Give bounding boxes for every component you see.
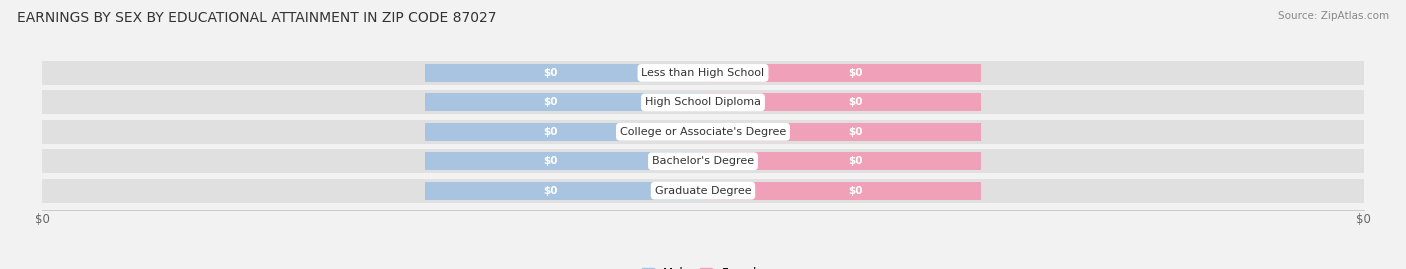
Bar xyxy=(426,123,703,141)
Bar xyxy=(42,90,1364,114)
Bar xyxy=(42,179,1364,203)
Bar xyxy=(426,182,703,200)
Bar xyxy=(426,64,703,82)
Text: $0: $0 xyxy=(848,68,863,78)
Bar xyxy=(703,152,980,170)
Text: $0: $0 xyxy=(848,156,863,166)
Bar xyxy=(703,64,980,82)
Text: Less than High School: Less than High School xyxy=(641,68,765,78)
Text: $0: $0 xyxy=(543,68,558,78)
Text: $0: $0 xyxy=(848,127,863,137)
Text: Bachelor's Degree: Bachelor's Degree xyxy=(652,156,754,166)
Bar xyxy=(703,93,980,111)
Bar xyxy=(42,61,1364,85)
Bar xyxy=(703,182,980,200)
Text: $0: $0 xyxy=(848,186,863,196)
Bar xyxy=(42,149,1364,173)
Text: Graduate Degree: Graduate Degree xyxy=(655,186,751,196)
Text: High School Diploma: High School Diploma xyxy=(645,97,761,107)
Text: $0: $0 xyxy=(543,156,558,166)
Text: EARNINGS BY SEX BY EDUCATIONAL ATTAINMENT IN ZIP CODE 87027: EARNINGS BY SEX BY EDUCATIONAL ATTAINMEN… xyxy=(17,11,496,25)
Text: $0: $0 xyxy=(848,97,863,107)
Text: Source: ZipAtlas.com: Source: ZipAtlas.com xyxy=(1278,11,1389,21)
Text: $0: $0 xyxy=(543,127,558,137)
Legend: Male, Female: Male, Female xyxy=(637,263,769,269)
Text: College or Associate's Degree: College or Associate's Degree xyxy=(620,127,786,137)
Bar xyxy=(703,123,980,141)
Bar xyxy=(426,93,703,111)
Text: $0: $0 xyxy=(543,97,558,107)
Bar xyxy=(426,152,703,170)
Bar xyxy=(42,120,1364,144)
Text: $0: $0 xyxy=(543,186,558,196)
